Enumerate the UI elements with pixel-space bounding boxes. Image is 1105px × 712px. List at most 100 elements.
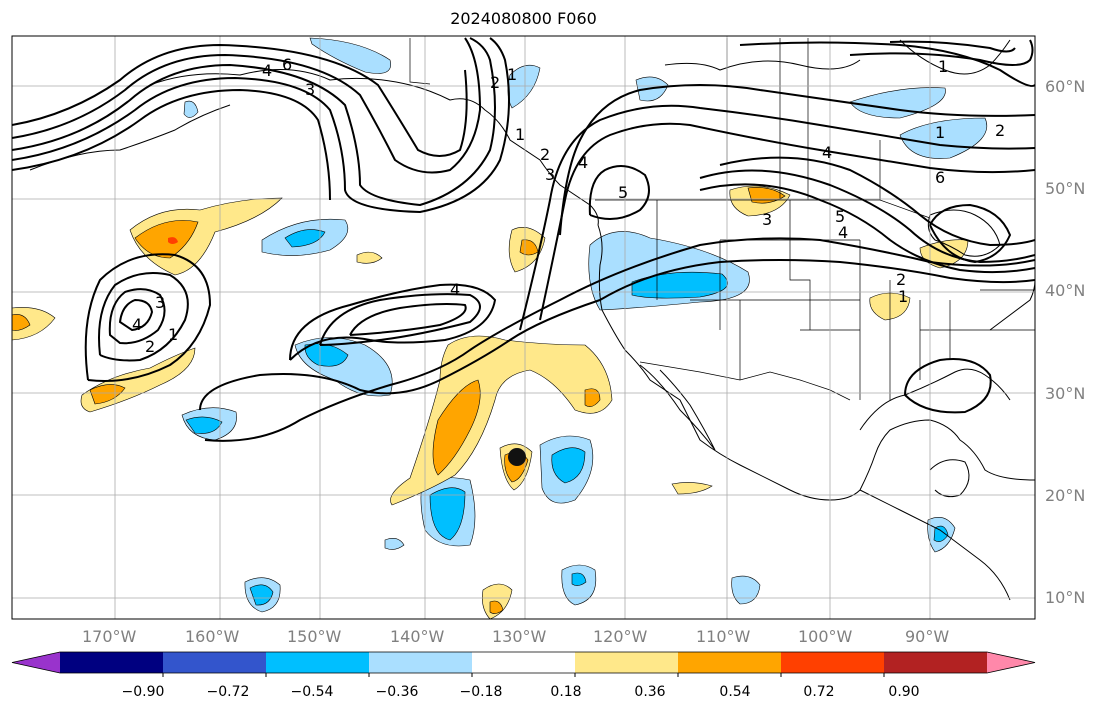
negative-anomaly-core [571,572,587,586]
contour-line [98,272,189,362]
contour-line [289,283,497,361]
contour-label: 1 [938,57,948,76]
contour-line [719,156,1035,247]
contour-label: 2 [145,337,155,356]
negative-anomaly-core [249,584,274,606]
colorbar-min-extend [12,652,60,673]
contour-label: 1 [898,287,908,306]
positive-anomaly-core [89,384,126,405]
negative-anomaly-core [284,229,326,248]
contour-label: 4 [262,61,272,80]
contour-line [118,298,154,332]
contour-line [559,84,1035,236]
negative-anomaly-region [731,575,761,605]
negative-anomaly-core [933,525,949,542]
contour-line [539,122,1035,321]
negative-anomaly-region [899,117,988,159]
coastline-great-lakes [927,209,1001,257]
lon-label: 170°W [82,627,137,646]
coastline-hudson [899,39,1011,75]
contour-label: 2 [995,121,1005,140]
contour-line [12,37,510,214]
colorbar-tick-label: −0.36 [375,684,419,700]
contour-line [12,37,482,174]
contour-line [699,169,1035,264]
storm-marker [508,448,526,466]
negative-anomaly-core [429,487,466,541]
contour-label: 3 [155,293,165,312]
state-lines [656,200,1035,400]
contour-label: 1 [515,125,525,144]
contour-line [12,43,468,157]
lon-label: 150°W [287,627,342,646]
contour-label: 4 [578,153,588,172]
contour-label: 2 [540,145,550,164]
lon-label: 120°W [593,627,648,646]
colorbar-segment [369,652,473,673]
gridlines [12,36,1035,619]
positive-anomaly-core [12,314,31,331]
contour-line [929,203,1012,264]
colorbar-segment [60,652,164,673]
contour-label: 2 [490,73,500,92]
colorbar-segment [575,652,679,673]
negative-anomaly-region [384,538,405,550]
colorbar-segment [266,652,370,673]
colorbar-tick-label: 0.72 [803,684,835,700]
contour-label: 1 [507,65,517,84]
coastline-gulf [859,368,1011,431]
strong-anomaly-core [168,237,178,244]
positive-anomaly-region [356,251,383,264]
coastline-central-america [859,489,1011,601]
alaska-border [409,38,431,85]
contour-line [204,237,1035,442]
negative-anomaly-region [183,100,199,118]
colorbar-tick-label: −0.18 [459,684,503,700]
contour-label: 6 [282,55,292,74]
positive-anomaly-core [134,220,199,259]
coastline-north-america-west [597,224,1035,501]
contour-label: 3 [762,210,772,229]
lat-label: 50°N [1045,179,1086,198]
contour-line [519,104,1035,331]
contour-label: 5 [835,207,845,226]
positive-anomaly-region [671,482,713,495]
contour-line [319,293,481,346]
map-frame [11,35,1036,620]
contour-line [84,253,212,382]
colorbar-segment [163,652,267,673]
contour-label: 1 [935,123,945,142]
colorbar-tick-label: −0.72 [206,684,250,700]
contour-label: 4 [838,223,848,242]
lon-label: 140°W [390,627,445,646]
contour-label: 4 [132,315,142,334]
colorbar-segment [678,652,782,673]
lon-label: 160°W [185,627,240,646]
lon-label: 100°W [798,627,853,646]
colorbar-segment [884,652,988,673]
contour-line [849,39,1034,66]
colorbar-tick-label: 0.36 [634,684,666,700]
coastline-baja [639,364,716,451]
lon-label: 130°W [492,627,547,646]
colorbar-tick-label: −0.90 [121,684,165,700]
contour-line [699,183,1035,274]
colorbar-tick-label: 0.18 [550,684,582,700]
contour-line [588,165,650,220]
contour-label: 1 [168,325,178,344]
contour-label: 2 [896,270,906,289]
negative-anomaly-region [309,37,392,74]
contour-label: 6 [935,168,945,187]
lon-label: 110°W [696,627,751,646]
colorbar-outline [11,651,1036,674]
map-background [12,36,1035,619]
lat-label: 30°N [1045,384,1086,403]
lat-label: 60°N [1045,77,1086,96]
lat-label: 20°N [1045,486,1086,505]
negative-anomaly-core [185,416,223,434]
contour-line [889,40,1016,53]
contour-label: 3 [305,80,315,99]
lat-label: 40°N [1045,281,1086,300]
negative-anomaly-region [849,87,946,119]
